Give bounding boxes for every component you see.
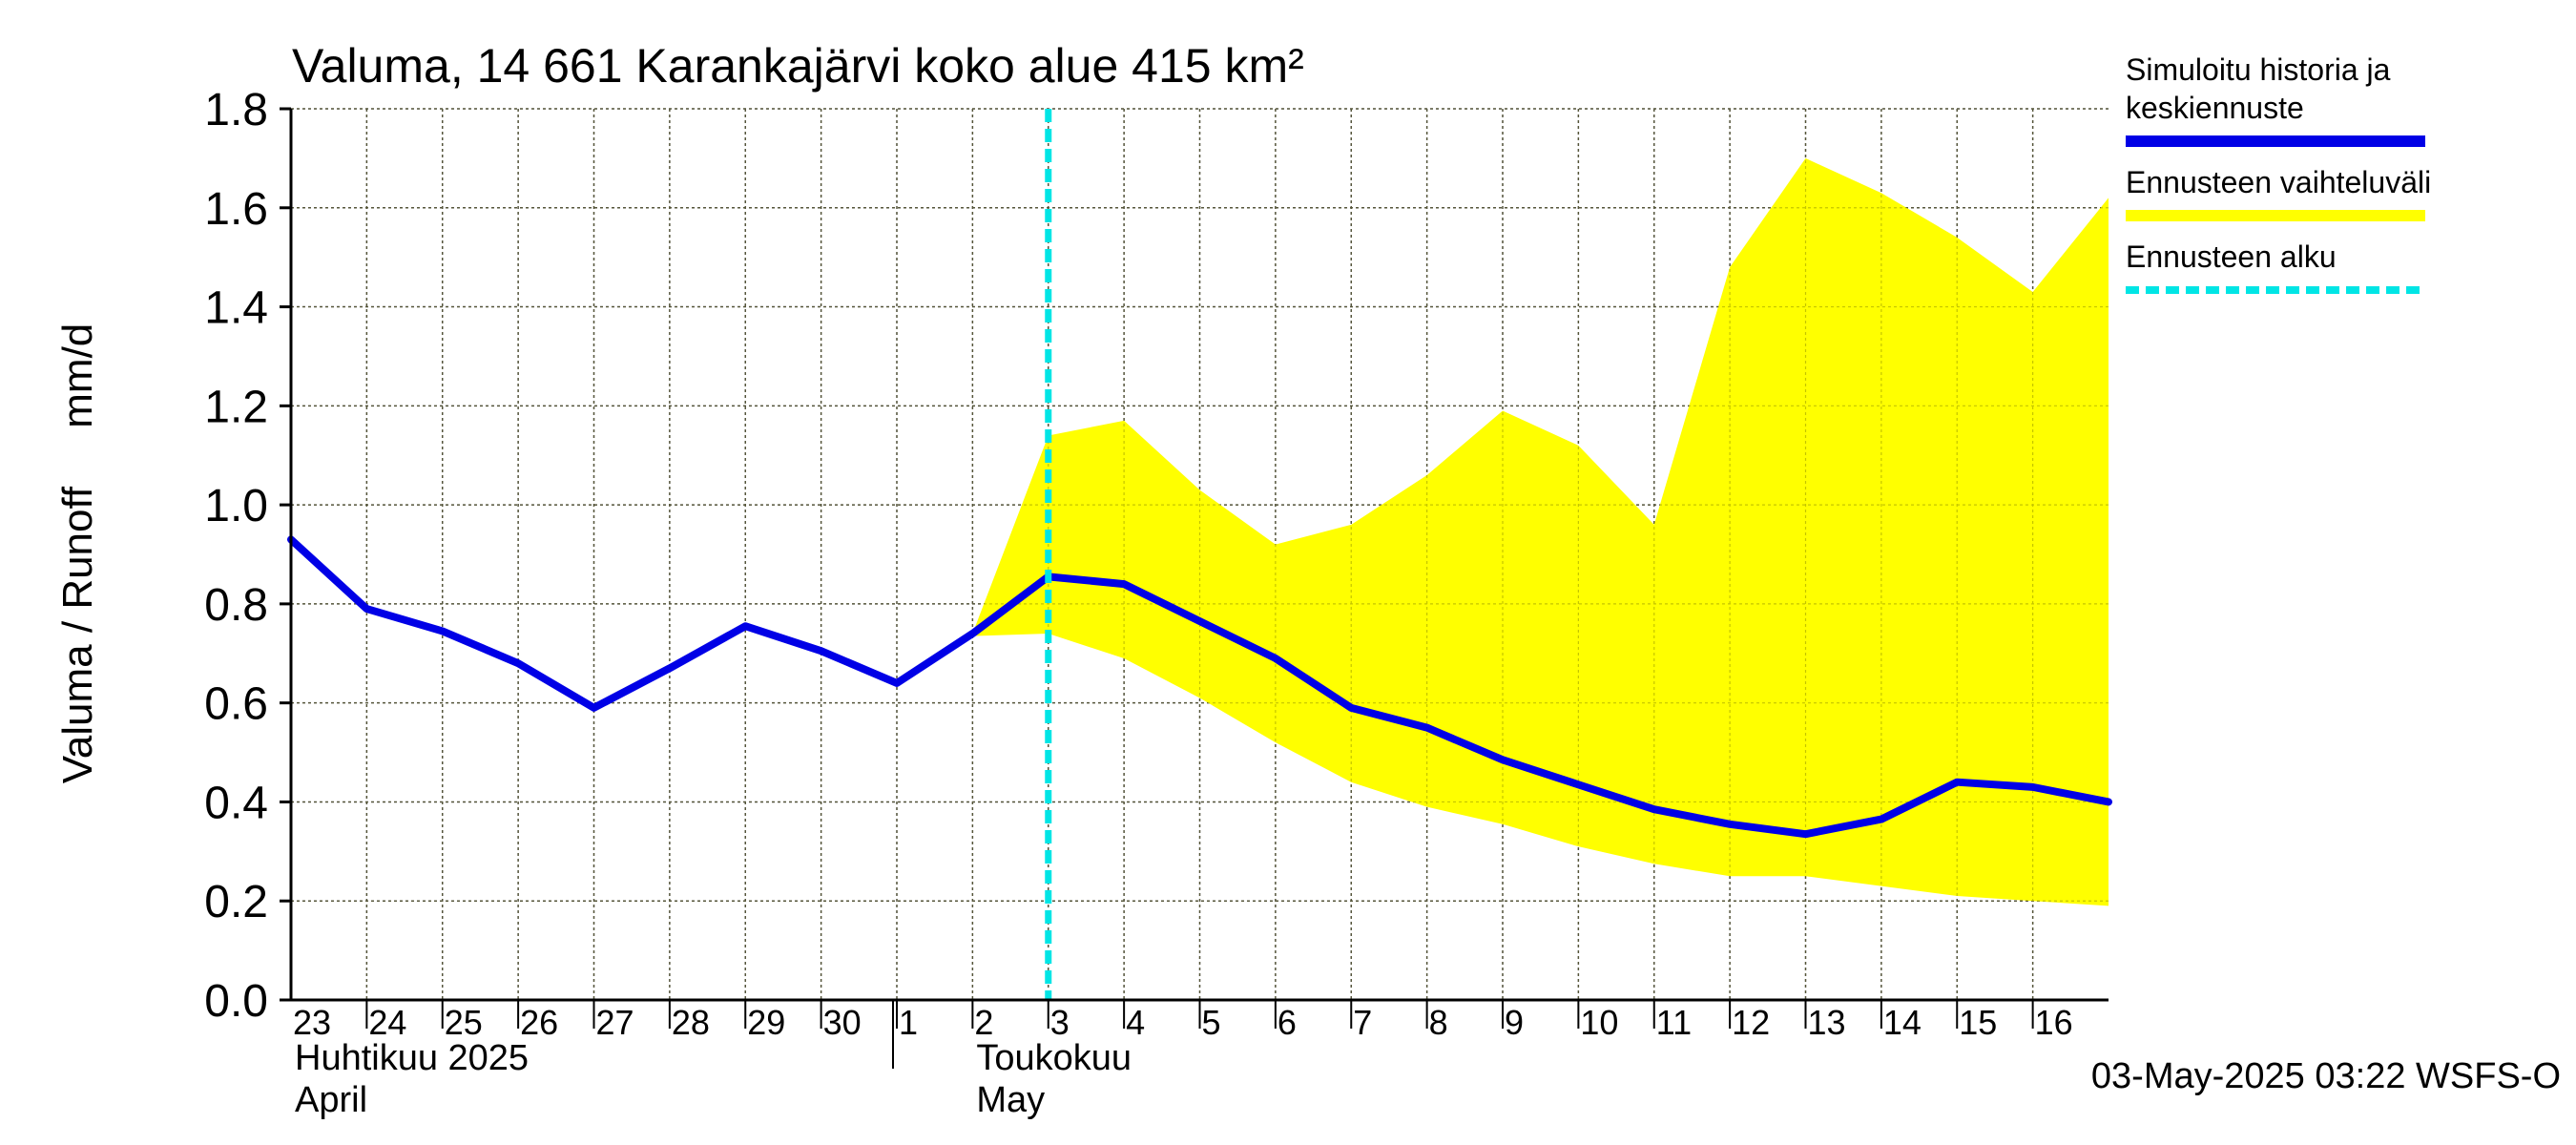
series-point <box>2029 783 2037 791</box>
series-point <box>1574 781 1582 788</box>
x-tick-label: 24 <box>368 1003 406 1042</box>
x-tick-label: 15 <box>1959 1003 1997 1042</box>
forecast-range-band <box>972 157 2109 906</box>
footer-timestamp: 03-May-2025 03:22 WSFS-O <box>2091 1056 2561 1096</box>
x-tick-label: 10 <box>1580 1003 1618 1042</box>
grid-path <box>291 108 2109 1000</box>
series-point <box>1272 655 1279 662</box>
x-axis-ticks: 23 24 25 26 27 28 29 30 1 2 3 4 5 6 7 8 9 10 11 12 13 14 15 16 <box>293 1000 2073 1042</box>
chart-title: Valuma, 14 661 Karankajärvi koko alue 41… <box>292 39 1304 93</box>
x-tick-label: 27 <box>596 1003 634 1042</box>
x-tick-label: 16 <box>2035 1003 2073 1042</box>
legend-label: Simuloitu historia ja <box>2126 52 2391 87</box>
series-point <box>591 704 597 712</box>
y-tick-label: 1.8 <box>204 85 268 135</box>
y-axis-label: Valuma / Runoff mm/d <box>54 323 101 784</box>
x-tick-label: 11 <box>1656 1003 1692 1042</box>
month-label-secondary: April <box>295 1080 367 1120</box>
y-tick-label: 1.0 <box>204 481 268 531</box>
series-point <box>1423 724 1431 732</box>
series-point <box>514 659 522 667</box>
series-point <box>741 622 749 630</box>
x-tick-label: 23 <box>293 1003 331 1042</box>
y-tick-label: 0.6 <box>204 679 268 730</box>
series-point <box>1499 756 1506 763</box>
series-point <box>1878 816 1885 823</box>
series-point <box>666 664 674 672</box>
series-point <box>1347 704 1355 712</box>
x-tick-label: 7 <box>1353 1003 1372 1042</box>
series-point <box>893 679 901 687</box>
y-tick-label: 1.6 <box>204 184 268 235</box>
runoff-series-points <box>287 535 2112 838</box>
x-tick-label: 4 <box>1126 1003 1145 1042</box>
y-tick-label: 0.4 <box>204 778 268 828</box>
grid-lines <box>291 108 2109 1000</box>
month-label-primary: Huhtikuu 2025 <box>295 1038 529 1078</box>
x-tick-label: 29 <box>747 1003 785 1042</box>
x-tick-label: 5 <box>1202 1003 1221 1042</box>
legend: Simuloitu historia ja keskiennuste Ennuste… <box>2126 52 2431 294</box>
series-point <box>439 627 447 635</box>
x-tick-label: 9 <box>1505 1003 1524 1042</box>
series-point <box>1651 805 1658 813</box>
series-point <box>818 647 825 655</box>
x-tick-label: 8 <box>1429 1003 1448 1042</box>
legend-label: keskiennuste <box>2126 91 2304 125</box>
y-tick-label: 0.2 <box>204 877 268 927</box>
y-tick-label: 1.4 <box>204 283 268 334</box>
x-tick-label: 30 <box>823 1003 862 1042</box>
x-tick-label: 3 <box>1050 1003 1070 1042</box>
x-tick-label: 2 <box>974 1003 993 1042</box>
y-tick-label: 0.8 <box>204 580 268 631</box>
month-label-primary: Toukokuu <box>976 1038 1132 1078</box>
x-tick-label: 13 <box>1808 1003 1846 1042</box>
series-point <box>2105 798 2112 805</box>
x-tick-label: 14 <box>1883 1003 1922 1042</box>
legend-label: Ennusteen alku <box>2126 239 2337 274</box>
series-point <box>1120 580 1128 588</box>
y-axis-ticks: 0.0 0.2 0.4 0.6 0.8 1.0 1.2 1.4 1.6 1.8 <box>204 85 291 1027</box>
series-point <box>1196 617 1203 625</box>
y-tick-label: 0.0 <box>204 976 268 1027</box>
month-label-secondary: May <box>976 1080 1045 1120</box>
grid-overlay <box>291 108 2109 1000</box>
series-point <box>1802 830 1809 838</box>
series-point <box>1953 779 1961 786</box>
x-tick-label: 1 <box>899 1003 918 1042</box>
series-point <box>1726 821 1734 828</box>
series-point <box>968 630 976 637</box>
x-tick-label: 26 <box>520 1003 558 1042</box>
y-tick-label: 1.2 <box>204 382 268 432</box>
legend-label: Ennusteen vaihteluväli <box>2126 165 2431 199</box>
x-tick-label: 6 <box>1278 1003 1297 1042</box>
series-point <box>363 605 370 613</box>
x-tick-label: 28 <box>672 1003 710 1042</box>
x-tick-label: 12 <box>1732 1003 1770 1042</box>
x-tick-label: 25 <box>445 1003 483 1042</box>
